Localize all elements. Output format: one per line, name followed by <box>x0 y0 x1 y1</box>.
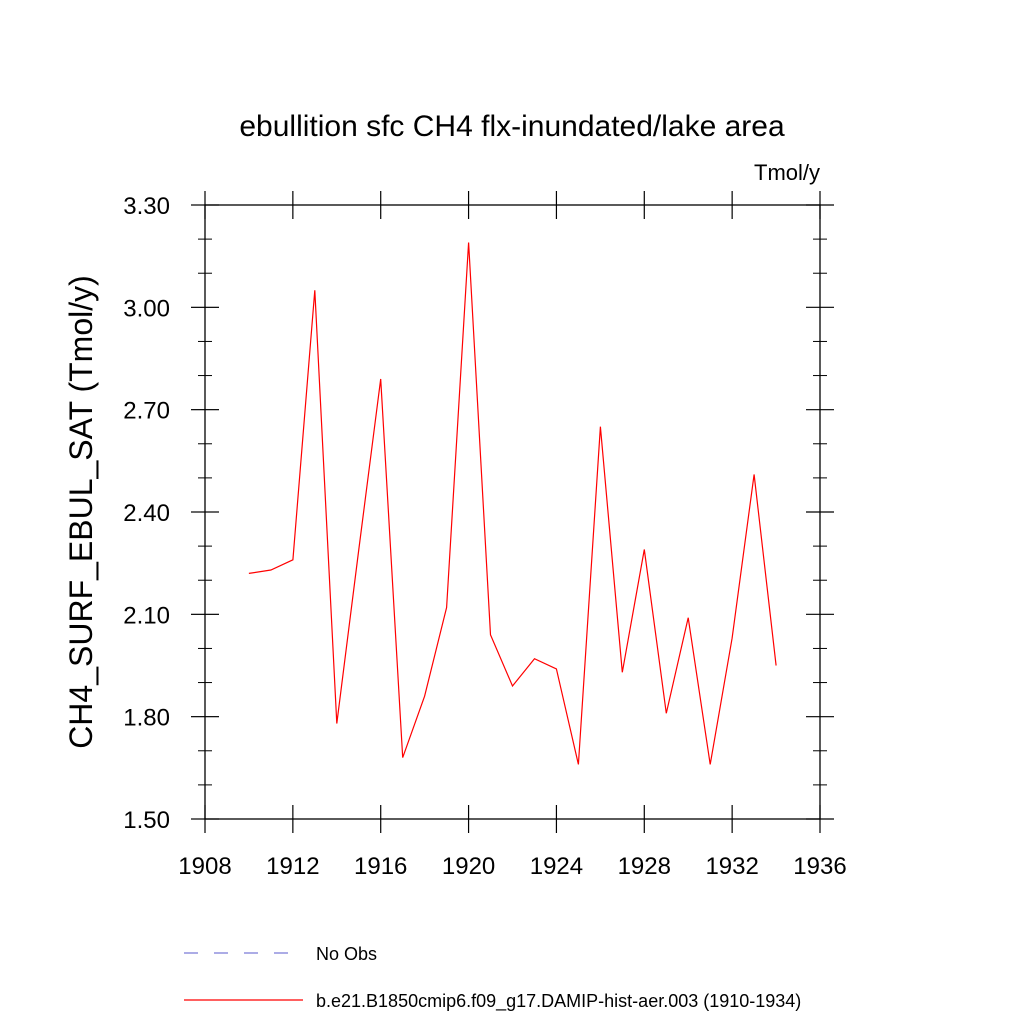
y-tick-label: 3.30 <box>123 193 170 220</box>
y-tick-label: 2.40 <box>123 500 170 527</box>
x-tick-label: 1936 <box>793 853 846 880</box>
x-tick-label: 1908 <box>178 853 231 880</box>
y-axis-label: CH4_SURF_EBUL_SAT (Tmol/y) <box>63 275 99 749</box>
series-group <box>248 242 777 765</box>
legend-label: b.e21.B1850cmip6.f09_g17.DAMIP-hist-aer.… <box>316 991 801 1012</box>
x-tick-label: 1924 <box>530 853 583 880</box>
x-tick-label: 1916 <box>354 853 407 880</box>
y-tick-label: 1.80 <box>123 705 170 732</box>
y-tick-label: 2.70 <box>123 398 170 425</box>
y-tick-label: 2.10 <box>123 602 170 629</box>
chart-title: ebullition sfc CH4 flx-inundated/lake ar… <box>239 110 785 143</box>
y-tick-label: 3.00 <box>123 295 170 322</box>
legend: No Obs b.e21.B1850cmip6.f09_g17.DAMIP-his… <box>184 944 801 1012</box>
x-tick-label: 1912 <box>266 853 319 880</box>
x-tick-label: 1928 <box>618 853 671 880</box>
x-tick-label: 1920 <box>442 853 495 880</box>
axis-tick-labels: 1908 1912 1916 1920 1924 1928 1932 1936 1.50 1.80… <box>123 193 846 880</box>
y-tick-label: 1.50 <box>123 807 170 834</box>
series-line <box>248 242 777 765</box>
chart-units: Tmol/y <box>754 160 820 185</box>
axis-ticks <box>191 191 834 833</box>
x-tick-label: 1932 <box>705 853 758 880</box>
legend-label: No Obs <box>316 944 377 964</box>
